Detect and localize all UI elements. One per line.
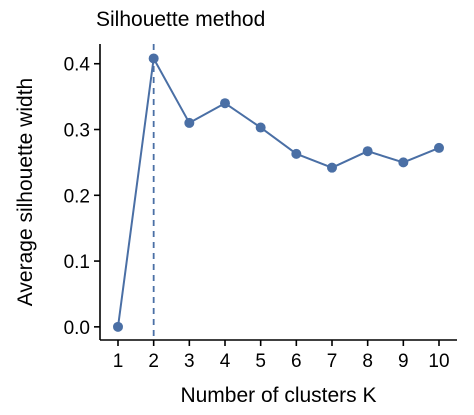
y-tick-label: 0.0 (64, 318, 90, 339)
x-tick-label: 7 (327, 351, 338, 372)
data-point (327, 162, 337, 173)
x-tick-label: 6 (291, 351, 302, 372)
x-tick-label: 10 (428, 351, 449, 372)
x-tick-label: 3 (184, 351, 195, 372)
x-axis-ticks: 1 2 3 4 5 6 7 8 9 10 (113, 340, 450, 372)
y-tick-label: 0.4 (64, 55, 91, 76)
y-tick-label: 0.3 (64, 121, 90, 142)
data-point (148, 53, 159, 64)
x-tick-label: 5 (255, 351, 266, 372)
x-tick-label: 4 (220, 351, 231, 372)
y-tick-label: 0.2 (64, 186, 90, 207)
y-tick-label: 0.1 (64, 252, 90, 273)
data-point (255, 122, 266, 133)
data-point (398, 157, 409, 168)
data-point (362, 146, 373, 157)
y-axis-title: Average silhouette width (14, 78, 37, 306)
x-tick-label: 8 (362, 351, 373, 372)
data-point (184, 117, 195, 128)
data-point (291, 148, 302, 159)
data-point (434, 142, 444, 153)
data-point (113, 321, 123, 332)
x-axis-title: Number of clusters K (180, 384, 376, 407)
x-tick-label: 9 (398, 351, 409, 372)
data-point (220, 98, 230, 109)
chart-title: Silhouette method (96, 8, 265, 31)
x-tick-label: 2 (148, 351, 159, 372)
x-tick-label: 1 (113, 351, 124, 372)
plot-area (113, 44, 444, 340)
series-line (117, 57, 440, 327)
y-axis-ticks: 0.0 0.1 0.2 0.3 0.4 (64, 55, 100, 339)
